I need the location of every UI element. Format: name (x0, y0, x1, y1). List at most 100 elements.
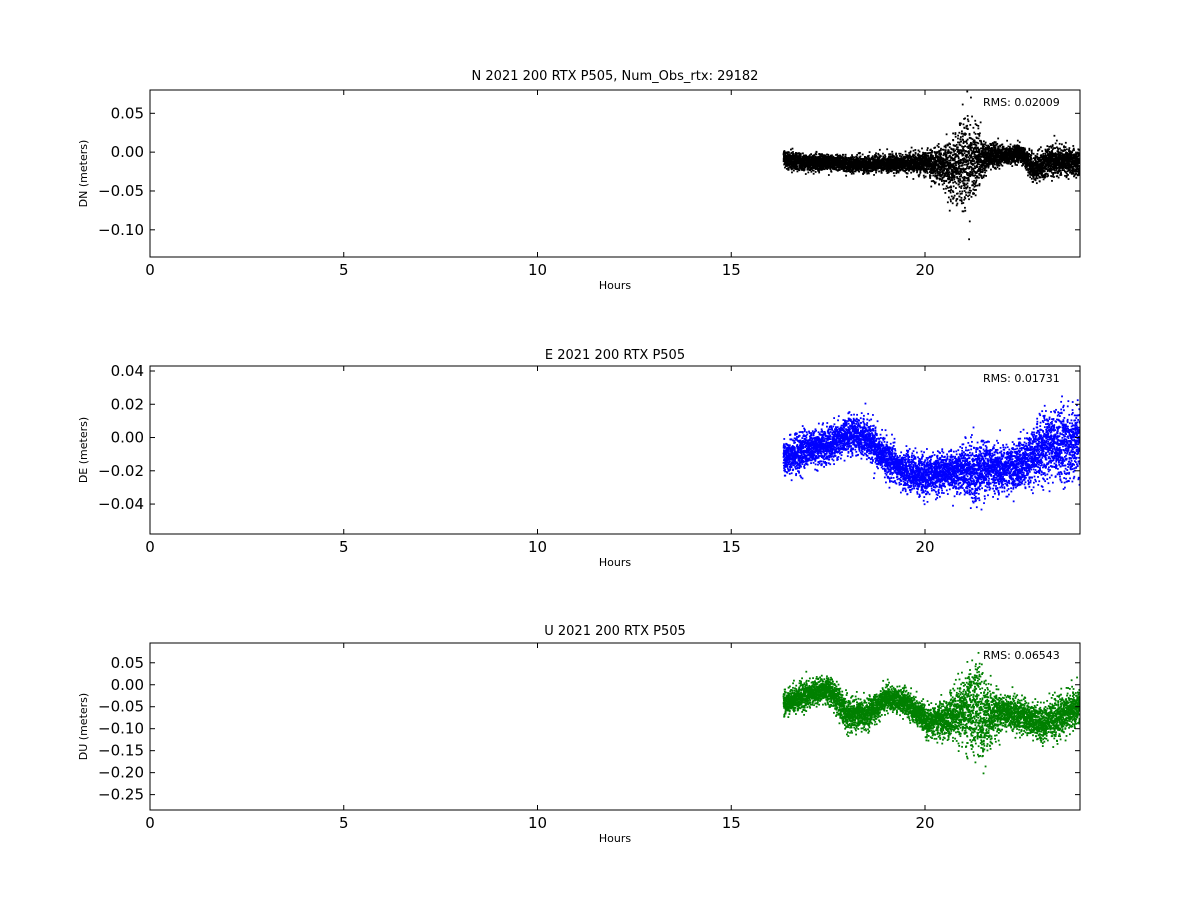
north-data-point (963, 171, 966, 173)
north-data-point (926, 170, 928, 173)
north-data-point (953, 144, 956, 147)
north-data-point (958, 151, 961, 154)
north-data-point (992, 142, 995, 145)
north-data-point (914, 155, 917, 158)
north-data-point (964, 150, 967, 152)
north-data-point (956, 202, 959, 205)
north-data-point (786, 165, 789, 167)
north-data-point (967, 160, 969, 163)
north-data-point (941, 176, 944, 179)
north-data-point (969, 161, 972, 164)
north-data-point (960, 175, 962, 178)
north-data-points (782, 90, 1080, 241)
north-data-point (835, 154, 837, 156)
north-data-point (963, 187, 966, 190)
north-data-point (941, 158, 943, 161)
north-data-point (908, 168, 911, 171)
north-data-point (950, 163, 953, 166)
north-data-point (974, 167, 977, 170)
north-data-point (804, 173, 807, 175)
north-data-point (978, 133, 981, 136)
north-data-point (984, 148, 987, 151)
north-data-point (923, 176, 926, 179)
north-data-point (1010, 150, 1013, 153)
north-data-point (913, 170, 915, 172)
north-data-point (875, 171, 877, 174)
north-data-point (929, 152, 932, 154)
north-data-point (950, 156, 953, 159)
north-data-point (918, 150, 921, 153)
north-data-point (816, 167, 819, 170)
north-data-point (832, 155, 835, 158)
north-data-point (959, 144, 962, 147)
north-data-point (950, 195, 953, 198)
north-data-point (914, 151, 917, 154)
north-data-point (964, 171, 967, 173)
north-data-point (978, 165, 981, 168)
north-data-point (878, 170, 880, 173)
north-data-point (953, 157, 956, 160)
north-data-point (960, 199, 963, 201)
north-data-point (869, 158, 872, 161)
north-data-point (992, 163, 994, 166)
north-data-point (958, 167, 961, 170)
north-data-point (790, 148, 792, 151)
north-data-point (961, 171, 964, 174)
north-data-point (819, 167, 821, 170)
north-data-point (942, 172, 945, 175)
north-data-point (962, 179, 965, 182)
north-data-point (809, 158, 812, 161)
north-data-point (891, 153, 894, 156)
north-data-point (930, 172, 932, 174)
north-data-point (796, 165, 799, 168)
north-data-point (799, 166, 802, 169)
north-data-point (820, 158, 823, 161)
north-data-point (943, 180, 946, 182)
north-data-point (963, 133, 966, 136)
north-data-point (984, 157, 987, 160)
north-data-point (875, 169, 878, 172)
north-data-point (961, 168, 963, 171)
north-data-point (994, 166, 997, 169)
north-data-point (959, 178, 961, 180)
north-data-point (962, 182, 965, 184)
north-data-point (955, 204, 958, 207)
north-data-point (999, 161, 1002, 164)
north-data-point (967, 151, 970, 154)
north-data-point (948, 167, 950, 170)
north-data-point (976, 165, 978, 167)
north-data-point (898, 157, 901, 160)
north-data-point (831, 154, 833, 157)
north-data-point (817, 168, 820, 171)
north-data-point (984, 160, 986, 163)
north-data-point (955, 148, 958, 151)
north-data-point (902, 166, 905, 169)
north-data-point (969, 137, 972, 139)
north-data-point (994, 148, 997, 151)
north-data-point (836, 166, 839, 169)
north-data-point (974, 123, 977, 125)
north-data-point (857, 158, 860, 160)
north-data-point (980, 166, 983, 168)
north-data-point (876, 157, 879, 159)
north-data-point (948, 164, 950, 167)
north-data-point (942, 165, 945, 168)
north-data-point (979, 169, 982, 171)
north-data-point (989, 142, 992, 145)
north-data-point (899, 169, 902, 172)
north-data-point (950, 151, 953, 154)
north-data-point (966, 124, 969, 127)
north-data-point (988, 152, 990, 154)
north-data-point (827, 167, 830, 169)
north-data-point (870, 161, 873, 164)
north-data-point (819, 154, 822, 156)
north-data-point (976, 141, 979, 144)
north-data-point (934, 166, 937, 169)
north-data-point (871, 158, 874, 161)
north-data-point (974, 185, 977, 187)
north-data-point (930, 153, 933, 156)
north-data-point (980, 175, 983, 177)
north-data-point (1004, 160, 1007, 163)
north-data-point (961, 180, 963, 183)
